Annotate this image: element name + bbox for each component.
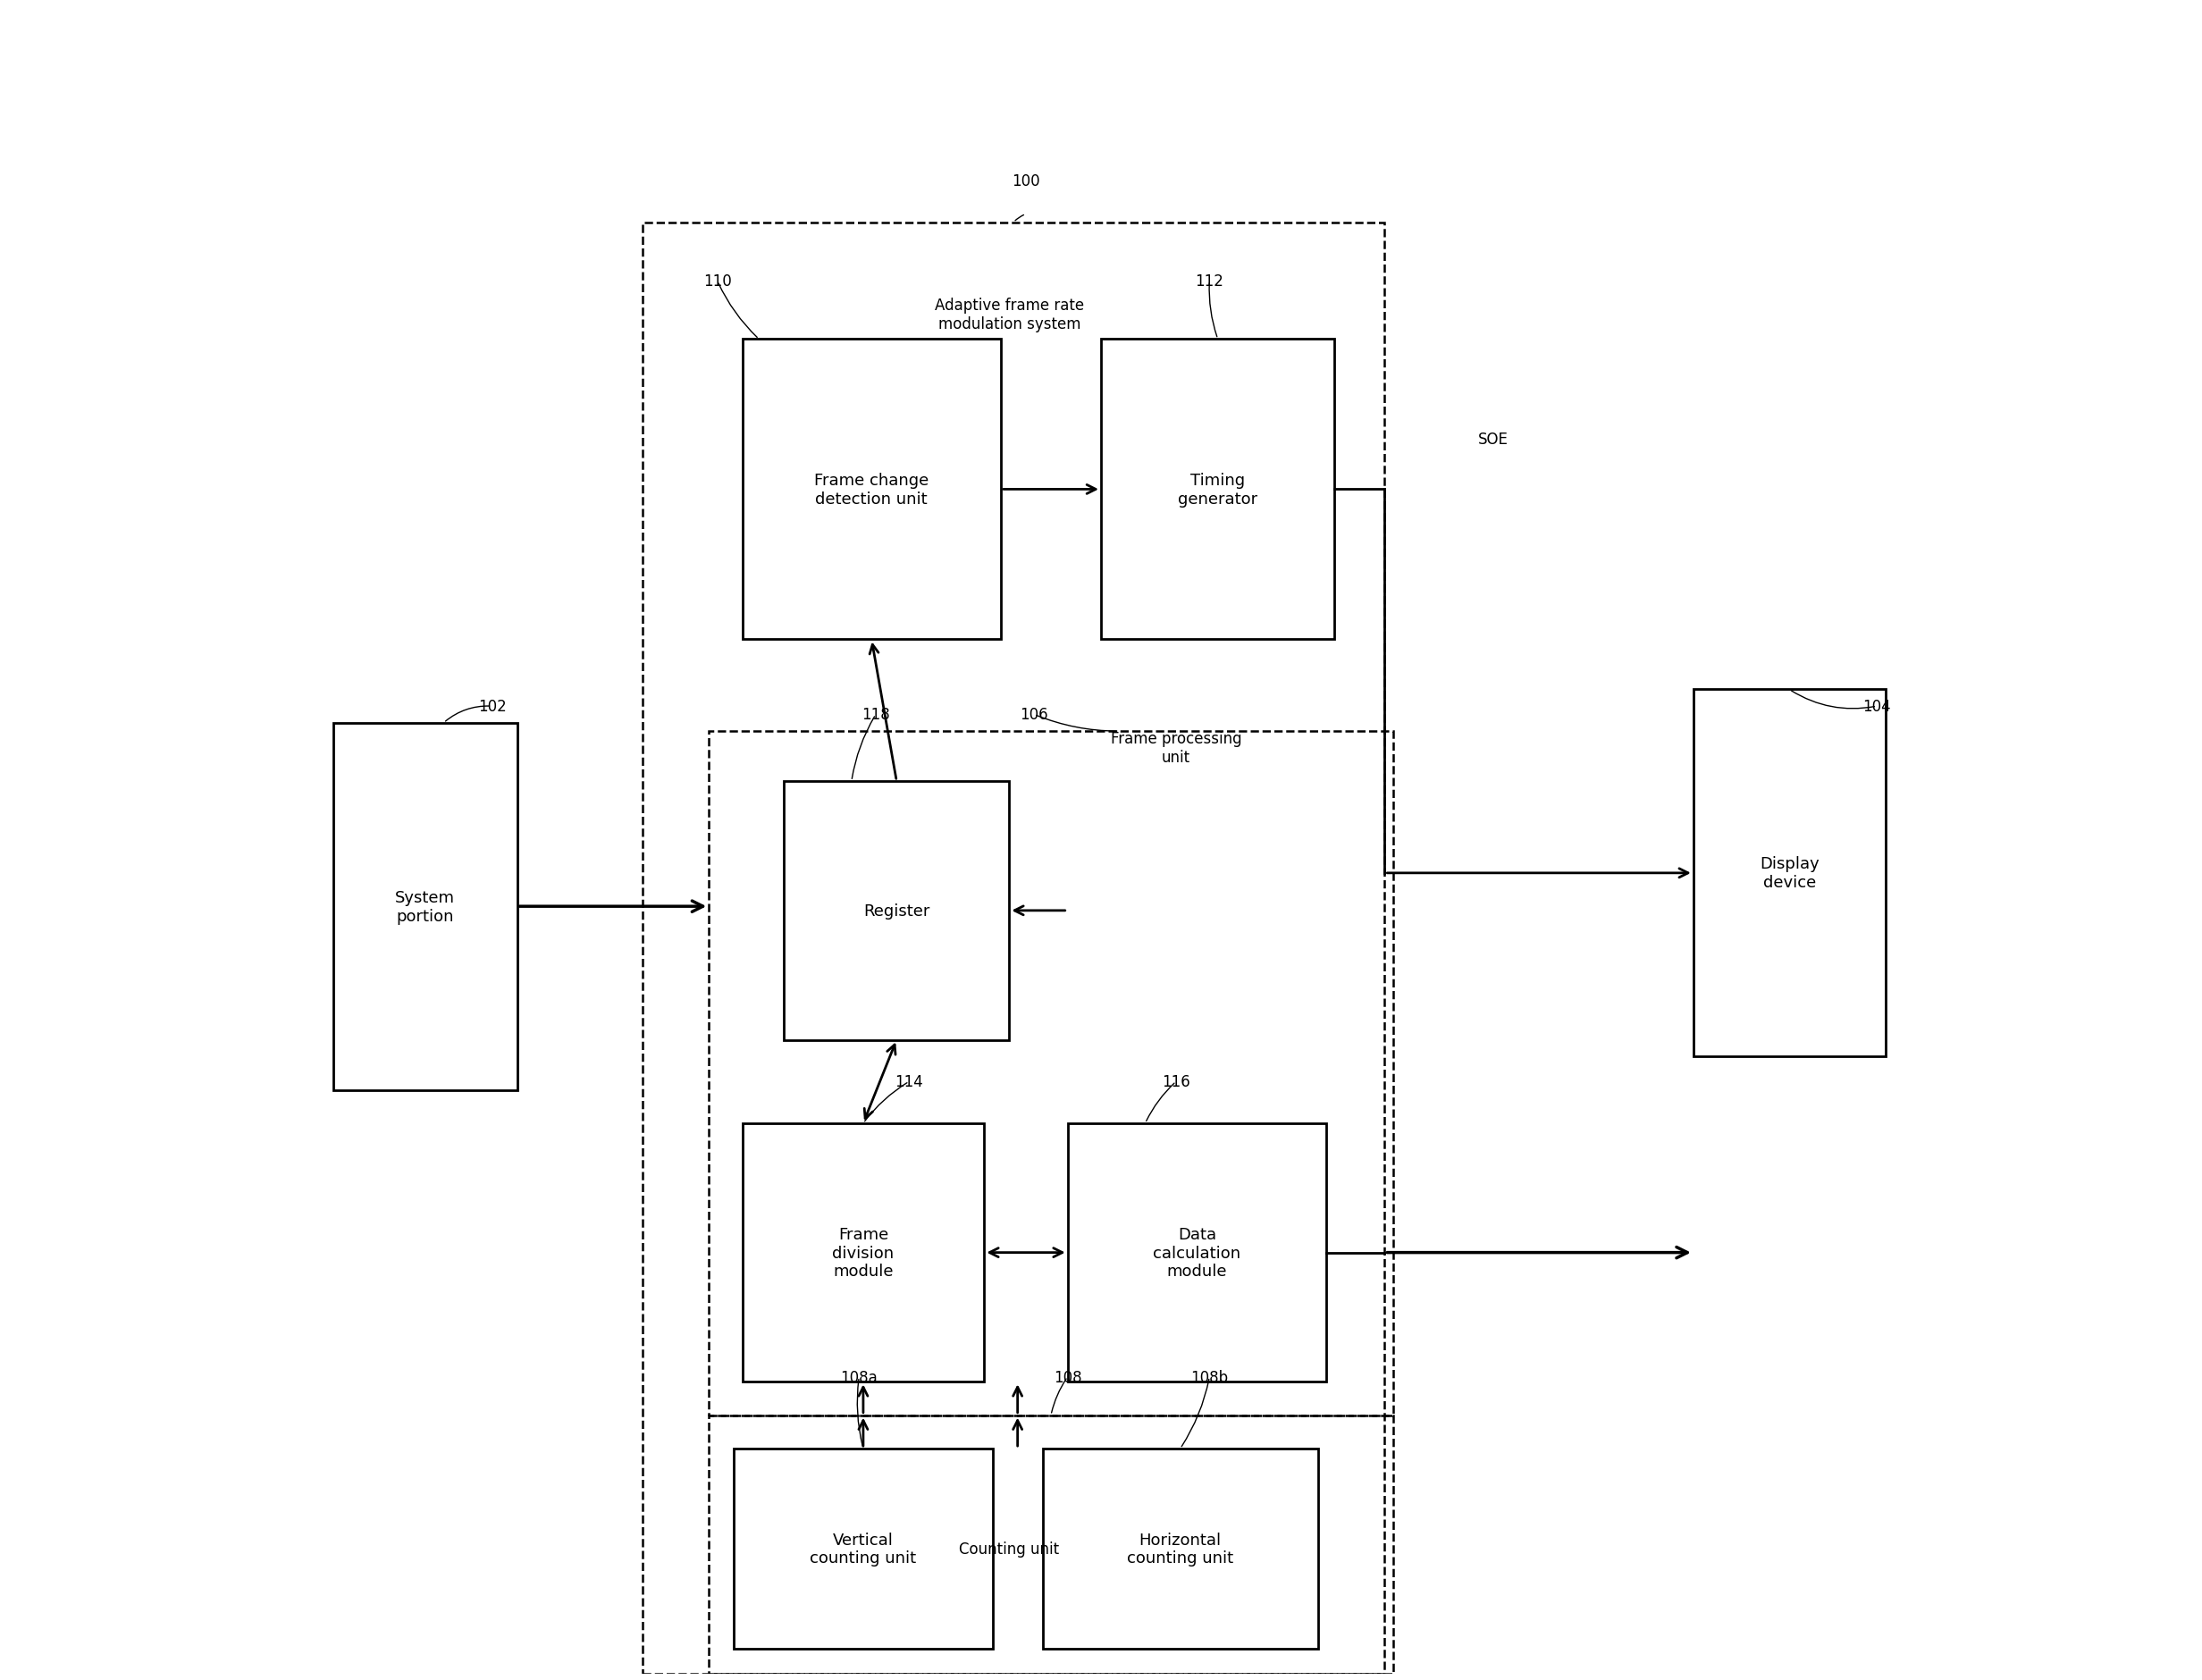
Bar [709,731,1394,1415]
Text: Frame change
detection unit: Frame change detection unit [815,472,929,507]
Text: 116: 116 [1163,1074,1191,1090]
Text: Display
device: Display device [1759,857,1819,890]
FancyBboxPatch shape [784,781,1009,1040]
Text: 106: 106 [1020,707,1048,722]
Text: Frame processing
unit: Frame processing unit [1110,731,1242,766]
FancyBboxPatch shape [1068,1124,1326,1383]
Text: 110: 110 [702,274,731,289]
FancyBboxPatch shape [333,724,517,1090]
Text: 104: 104 [1863,699,1892,714]
Text: 100: 100 [1011,173,1039,190]
Text: 118: 118 [861,707,890,722]
Text: 102: 102 [478,699,506,714]
Bar [709,1415,1394,1673]
FancyBboxPatch shape [1042,1448,1319,1648]
FancyBboxPatch shape [1101,339,1334,640]
Text: Counting unit: Counting unit [960,1541,1059,1557]
Text: Vertical
counting unit: Vertical counting unit [810,1532,916,1566]
Bar [643,223,1385,1673]
Text: Data
calculation
module: Data calculation module [1154,1226,1240,1280]
Text: Frame
division
module: Frame division module [832,1226,894,1280]
FancyBboxPatch shape [1693,690,1885,1057]
Text: 108b: 108b [1191,1369,1229,1384]
Text: Adaptive frame rate
modulation system: Adaptive frame rate modulation system [934,297,1083,333]
Text: 108: 108 [1053,1369,1081,1384]
Text: System
portion: System portion [396,889,456,924]
FancyBboxPatch shape [733,1448,993,1648]
Text: Timing
generator: Timing generator [1178,472,1257,507]
Text: Register: Register [863,902,929,919]
Text: SOE: SOE [1478,432,1508,449]
FancyBboxPatch shape [742,339,1002,640]
Text: 108a: 108a [841,1369,879,1384]
FancyBboxPatch shape [742,1124,984,1383]
Text: Horizontal
counting unit: Horizontal counting unit [1127,1532,1233,1566]
Text: 112: 112 [1196,274,1224,289]
Text: 114: 114 [894,1074,923,1090]
